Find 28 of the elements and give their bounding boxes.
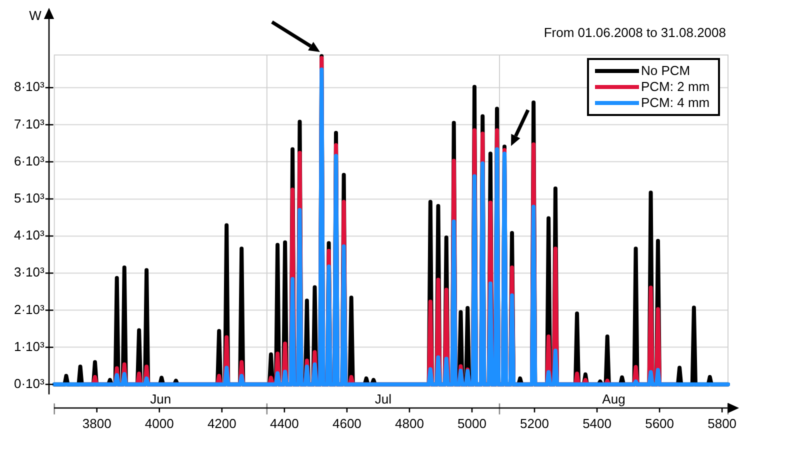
y-tick-label: 8·10³ [14, 79, 46, 94]
text: Aug [602, 391, 626, 406]
y-tick-label: 0·10³ [14, 376, 46, 391]
x-tick-label: 5400 [582, 416, 612, 431]
y-tick-label: 5·10³ [14, 190, 46, 206]
x-tick-label: 5000 [458, 416, 486, 431]
text: Jun [150, 391, 172, 406]
legend-label: PCM: 2 mm [641, 79, 710, 95]
y-tick-label: 1·10³ [14, 338, 46, 354]
x-tick-label: 3800 [82, 416, 112, 431]
x-tick-label: 4400 [270, 416, 299, 431]
y-axis-title: W [29, 8, 42, 23]
y-tick-label: 4·10³ [14, 228, 46, 243]
x-tick-label: 4600 [332, 416, 362, 431]
x-tick-label: 5600 [645, 416, 674, 431]
y-tick-label: 3·10³ [14, 264, 46, 280]
x-tick-label: 4000 [144, 416, 174, 431]
y-tick-label: 7·10³ [14, 116, 46, 132]
x-tick-label: 5800 [708, 416, 737, 431]
x-tick-label: 5200 [520, 416, 549, 431]
chart-subtitle: From 01.06.2008 to 31.08.2008 [544, 25, 726, 40]
text: Jul [374, 391, 392, 406]
legend-label: PCM: 4 mm [641, 95, 710, 111]
y-tick-label: 6·10³ [14, 153, 46, 168]
legend-label: No PCM [641, 63, 690, 79]
x-tick-label: 4800 [395, 416, 424, 431]
y-tick-label: 2·10³ [14, 302, 46, 317]
x-tick-label: 4200 [207, 416, 236, 431]
